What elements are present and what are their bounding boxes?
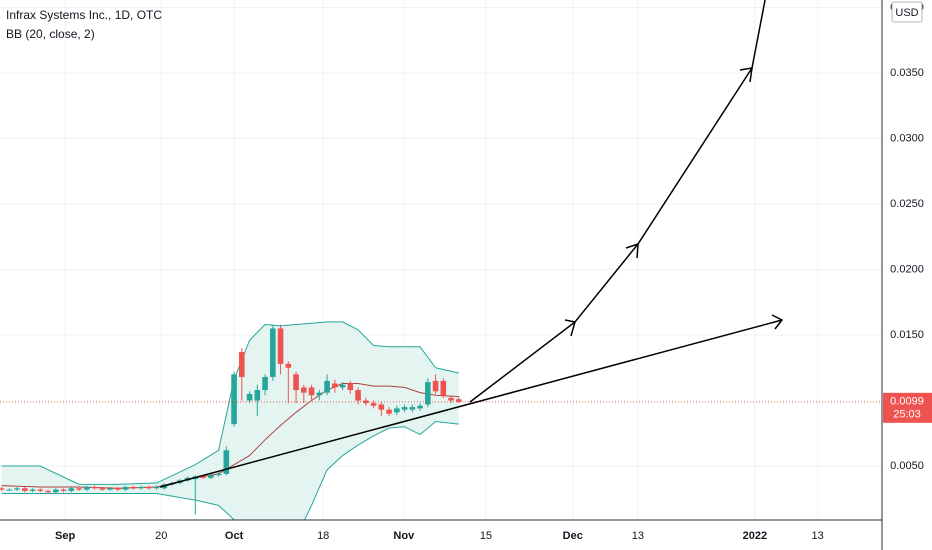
candle-body [37,489,44,491]
candle-body [99,488,106,490]
candle-body [146,486,152,489]
candle-body [215,473,222,476]
x-tick-label: 15 [480,530,492,542]
x-tick-label: 20 [155,530,167,542]
arrow-head [564,319,576,337]
candle-body [6,489,13,491]
candle-body [448,397,454,401]
candle-body [29,489,36,491]
arrow-head [739,67,753,83]
candle-body [277,328,284,364]
bb-lower [1,420,459,520]
candle-body [262,376,268,391]
candle-body [68,488,75,491]
candle-body [76,488,82,490]
candle-body [254,390,261,401]
candle-body [53,489,59,493]
candle-body [153,486,160,489]
grid [0,0,882,520]
candle-body [60,489,67,491]
candle-body [425,382,431,405]
x-tick-label: 18 [317,530,329,542]
candle-body [239,352,245,377]
candle-body [440,380,447,396]
candle-body [223,450,230,474]
candle-body [130,486,137,489]
x-tick-label: 13 [632,530,644,542]
x-tick-label: Oct [225,530,244,542]
currency-box [891,1,923,23]
y-tick-label: 0.0200 [890,263,924,275]
candle-body [386,409,392,414]
candle-body [308,387,315,396]
chart-title: Infrax Systems Inc., 1D, OTC [6,8,162,22]
candle-body [293,374,299,391]
candle-body [394,408,400,413]
x-tick-label: 2022 [743,530,767,542]
band-fill [1,321,459,520]
candle-body [246,393,253,401]
x-tick-label: Sep [55,530,75,542]
candle-body [347,383,354,391]
candle-body [91,486,98,489]
candle-body [339,384,346,388]
candle-body [0,488,5,490]
candle-body [378,404,385,410]
candle-body [370,403,377,406]
x-tick-label: 13 [812,530,824,542]
candle-body [270,328,276,377]
drawings [159,0,784,488]
candle-body [22,488,28,491]
candle-body [456,399,462,402]
candle-body [138,486,144,489]
trend-arrow [159,319,783,488]
y-tick-label: 0.0350 [890,67,924,79]
y-tick-label: 0.0150 [890,329,924,341]
y-tick-label: 0.0300 [890,132,924,144]
candle-body [409,407,416,410]
candle-body [316,392,323,396]
candle-body [332,383,338,388]
candle-body [363,400,369,404]
candle-body [107,488,113,490]
candle-body [14,488,20,490]
candle-body [417,405,423,409]
currency: USD [895,7,918,19]
arrow-head [771,314,784,330]
candle-body [115,488,121,490]
candle-body [324,380,330,393]
arrow-head [625,242,639,259]
last-price-box [883,392,932,423]
last-price-label: 0.0099 [890,396,924,408]
plot-area [0,321,882,520]
bb-upper [1,321,459,485]
y-tick-label: 0.0050 [890,460,924,472]
candle-body [355,390,361,401]
candle-body [301,387,307,393]
y-tick-label: 0.0250 [890,198,924,210]
candle-body [84,486,90,490]
countdown: 25:03 [893,409,921,421]
x-tick-label: Dec [563,530,583,542]
candle-body [122,486,129,490]
candle-body [200,476,206,478]
bb-basis [1,382,459,489]
candle-body [285,363,292,368]
indicator-label: BB (20, close, 2) [6,27,95,41]
candle-body [45,490,51,493]
candle-body [432,380,439,392]
x-tick-label: Nov [393,530,415,542]
candle-body [401,407,408,410]
candle-body [208,475,214,478]
candle-body [231,374,237,425]
